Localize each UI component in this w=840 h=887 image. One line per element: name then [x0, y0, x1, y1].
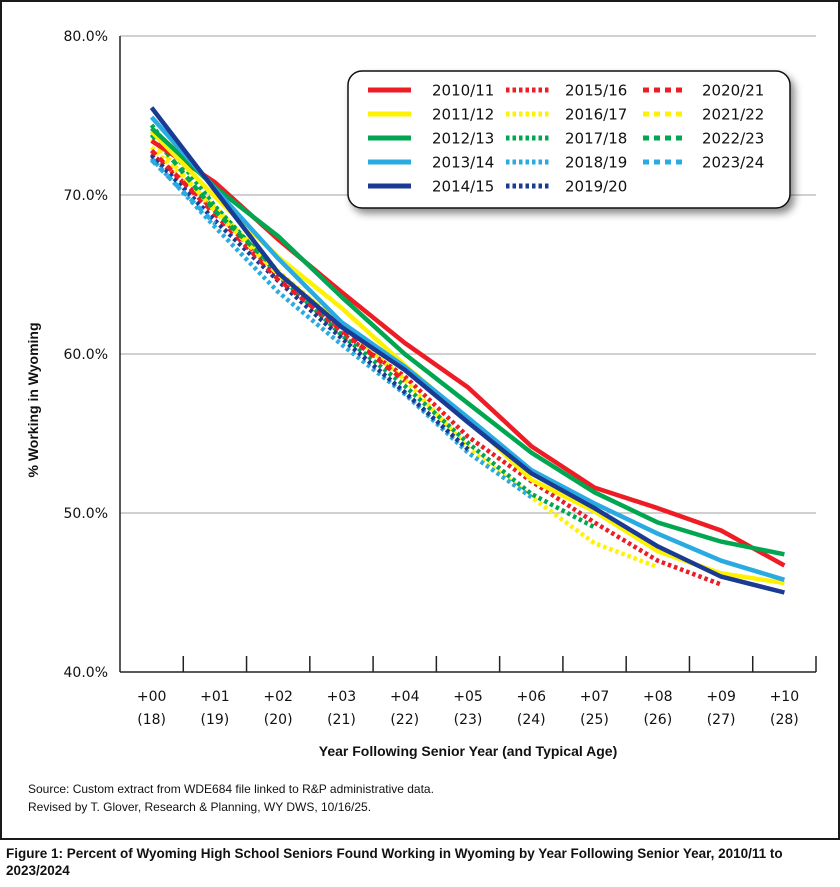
legend-label: 2016/17 — [565, 106, 627, 124]
x-tick-label: +07 — [580, 689, 610, 705]
x-tick-sublabel: (22) — [390, 712, 419, 728]
series-line-2017-18 — [149, 123, 596, 530]
legend-label: 2020/21 — [702, 82, 764, 100]
x-tick-sublabel: (27) — [707, 712, 736, 728]
source-line-1: Source: Custom extract from WDE684 file … — [28, 782, 434, 796]
x-tick-label: +08 — [643, 689, 673, 705]
legend-label: 2015/16 — [565, 82, 627, 100]
axes — [119, 36, 817, 673]
y-axis-title: % Working in Wyoming — [25, 322, 41, 477]
x-tick-sublabel: (28) — [770, 712, 799, 728]
legend-label: 2011/12 — [432, 106, 494, 124]
x-tick-sublabel: (25) — [580, 712, 609, 728]
legend-label: 2021/22 — [702, 106, 764, 124]
y-tick-label: 70.0% — [64, 188, 108, 204]
legend-label: 2019/20 — [565, 178, 627, 196]
x-tick-sublabel: (23) — [454, 712, 483, 728]
y-tick-label: 40.0% — [64, 665, 108, 681]
legend-label: 2022/23 — [702, 130, 764, 148]
x-tick-label: +05 — [453, 689, 483, 705]
legend-label: 2014/15 — [432, 178, 494, 196]
series-lines — [149, 106, 786, 595]
x-tick-label: +04 — [390, 689, 420, 705]
y-tick-label: 60.0% — [64, 347, 108, 363]
x-tick-sublabel: (19) — [201, 712, 230, 728]
x-tick-labels: +00 (18) +01 (19) +02 (20) +03 (21) +04 (22) +05 (2… — [137, 689, 799, 728]
x-tick-label: +09 — [706, 689, 736, 705]
figure-caption: Figure 1: Percent of Wyoming High School… — [6, 846, 783, 878]
x-axis-title: Year Following Senior Year (and Typical … — [319, 743, 617, 759]
x-tick-sublabel: (20) — [264, 712, 293, 728]
source-note: Source: Custom extract from WDE684 file … — [28, 780, 434, 816]
x-tick-sublabel: (26) — [643, 712, 672, 728]
legend: 2010/11 2011/12 2012/13 2013/14 2014/15 2015/… — [347, 70, 791, 209]
x-tick-label: +02 — [263, 689, 293, 705]
legend-label: 2018/19 — [565, 154, 627, 172]
x-tick-label: +01 — [200, 689, 230, 705]
x-tick-sublabel: (21) — [327, 712, 356, 728]
legend-label: 2010/11 — [432, 82, 494, 100]
x-tick-label: +03 — [327, 689, 357, 705]
legend-label: 2017/18 — [565, 130, 627, 148]
legend-label: 2023/24 — [702, 154, 764, 172]
source-line-2: Revised by T. Glover, Research & Plannin… — [28, 800, 372, 814]
legend-label: 2013/14 — [432, 154, 494, 172]
x-tick-label: +06 — [516, 689, 546, 705]
y-tick-label: 80.0% — [64, 29, 108, 45]
series-line-2019-20 — [149, 153, 470, 452]
chart-frame — [0, 0, 840, 840]
series-line-2023-24 — [150, 158, 217, 226]
y-tick-label: 50.0% — [64, 506, 108, 522]
legend-box — [347, 70, 791, 209]
x-tick-label: +00 — [137, 689, 167, 705]
x-tick-sublabel: (24) — [517, 712, 546, 728]
x-tick-sublabel: (18) — [137, 712, 166, 728]
legend-label: 2012/13 — [432, 130, 494, 148]
x-tick-label: +10 — [770, 689, 800, 705]
y-tick-labels: 40.0% 50.0% 60.0% 70.0% 80.0% — [64, 29, 108, 681]
